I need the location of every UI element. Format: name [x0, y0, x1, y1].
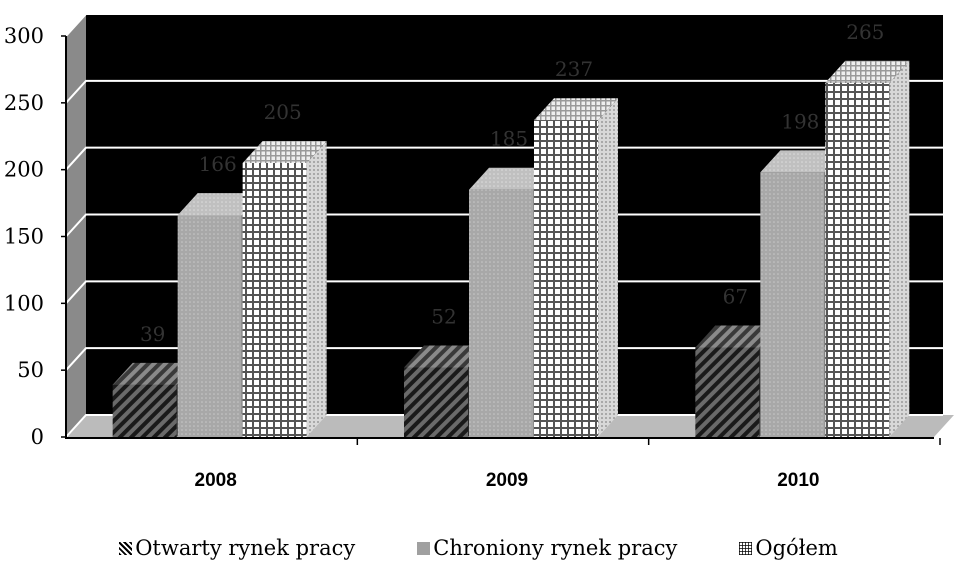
- legend-swatch-ogolem-icon: [739, 541, 753, 555]
- bar-ogolem: [242, 140, 327, 437]
- bar-side: [889, 60, 910, 438]
- bar-ogolem: [825, 60, 910, 438]
- bar-front: [825, 82, 890, 438]
- bar-front: [404, 367, 468, 437]
- chart-legend: Otwarty rynek pracy Chroniony rynek pracy…: [0, 535, 957, 561]
- bar-top: [242, 140, 327, 163]
- bar-front: [112, 384, 177, 437]
- gridline: [65, 79, 943, 104]
- legend-label: Otwarty rynek pracy: [135, 536, 356, 560]
- y-tick-label: 300: [4, 24, 44, 48]
- bar-front: [760, 172, 825, 437]
- gridline: [65, 213, 943, 238]
- bar-front: [695, 347, 760, 437]
- bar-side: [306, 140, 327, 437]
- x-tick-label: 2008: [195, 470, 237, 491]
- legend-item: Otwarty rynek pracy: [119, 535, 355, 561]
- y-tick-label: 100: [4, 291, 44, 315]
- bar-top: [177, 193, 262, 216]
- bar-top: [534, 98, 618, 121]
- legend-swatch-chroniony-icon: [417, 541, 431, 555]
- bar-front: [534, 120, 598, 438]
- data-label-ogolem: 237: [555, 57, 593, 81]
- bar-top: [404, 345, 488, 368]
- gridline: [65, 347, 943, 371]
- bar-top: [695, 325, 780, 348]
- legend-label: Ogółem: [755, 536, 838, 560]
- bar-front: [177, 215, 242, 437]
- y-tick-label: 250: [4, 91, 44, 115]
- bar-top: [760, 150, 845, 173]
- data-label-otwarty: 39: [140, 322, 165, 346]
- data-label-chroniony: 166: [199, 152, 237, 176]
- bar-top: [825, 60, 910, 83]
- bar-front: [242, 162, 307, 437]
- legend-item: Chroniony rynek pracy: [417, 535, 677, 561]
- x-tick-label: 2009: [486, 470, 528, 491]
- data-label-otwarty: 52: [431, 304, 456, 328]
- x-tick-label: 2010: [777, 470, 819, 491]
- gridline: [65, 13, 943, 37]
- gridline: [65, 280, 943, 305]
- y-tick-label: 50: [17, 358, 44, 382]
- data-label-chroniony: 185: [490, 127, 528, 151]
- y-tick-label: 200: [4, 158, 44, 182]
- data-label-chroniony: 198: [781, 109, 819, 133]
- data-label-ogolem: 205: [264, 100, 302, 124]
- data-label-ogolem: 265: [846, 20, 884, 44]
- bar-top: [112, 362, 197, 385]
- legend-item: Ogółem: [739, 535, 838, 561]
- gridline: [65, 146, 943, 171]
- legend-swatch-otwarty-icon: [119, 541, 133, 555]
- data-label-otwarty: 67: [723, 284, 748, 308]
- legend-label: Chroniony rynek pracy: [433, 536, 678, 560]
- y-tick-label: 0: [31, 425, 44, 449]
- bar-side: [598, 98, 618, 438]
- bar-front: [469, 189, 533, 437]
- y-tick-label: 150: [4, 225, 44, 249]
- plot-area: 0 50 100 150 200 250 300 2008 39 166 205 2009 52 185 2…: [4, 13, 954, 491]
- gridline: [65, 414, 943, 438]
- bar-ogolem: [534, 98, 618, 438]
- bar-top: [469, 167, 553, 190]
